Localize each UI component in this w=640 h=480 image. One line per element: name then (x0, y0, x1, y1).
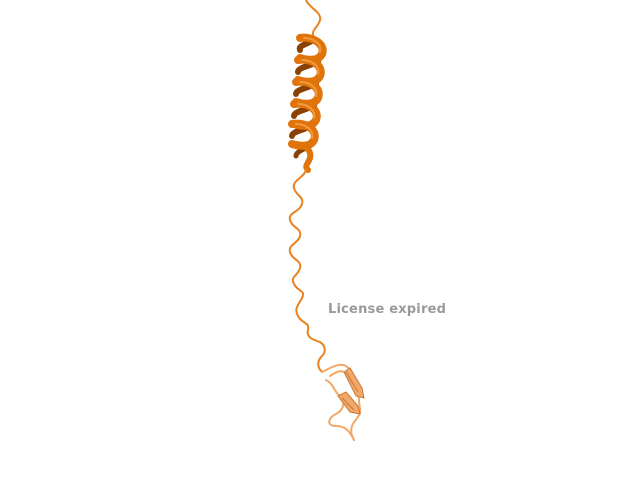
linker-coil (288, 169, 326, 373)
alpha-helix (288, 33, 327, 173)
n-terminal-coil (305, 0, 322, 39)
beta-sheet (321, 363, 365, 441)
license-watermark: License expired (328, 302, 447, 317)
